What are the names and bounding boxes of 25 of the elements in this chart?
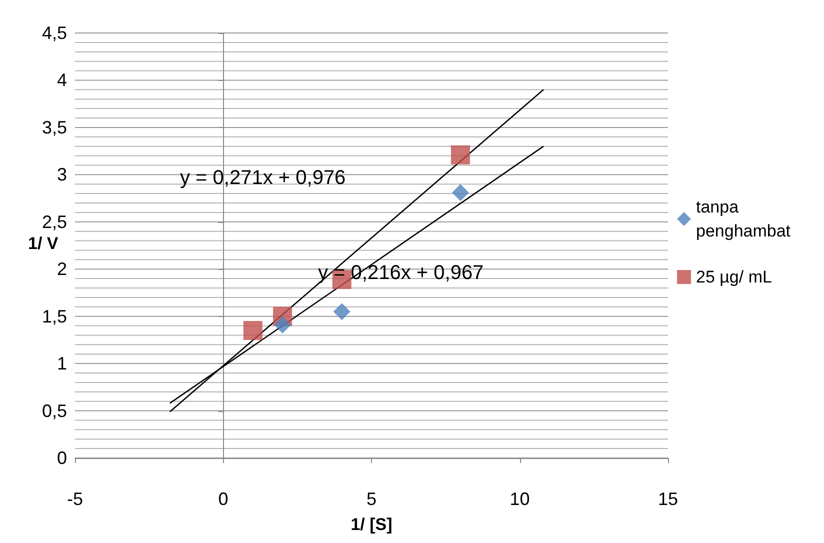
point	[450, 145, 470, 164]
y-tick-label: 2,5	[42, 212, 67, 232]
point	[452, 184, 469, 202]
y-tick-label: 2	[56, 259, 67, 280]
y-tick-label: 0,5	[42, 400, 67, 421]
x-tick-label: 5	[366, 489, 377, 509]
y-tick-label: 0	[56, 448, 67, 468]
x-tick-label: 15	[658, 489, 678, 509]
y-tick-label: 1	[56, 354, 67, 374]
y-tick-label: 3,5	[42, 117, 67, 138]
point	[333, 303, 350, 320]
x-tick-label: 10	[510, 489, 530, 509]
y-tick-label: 3	[56, 164, 67, 185]
annotation: y = 0,271x + 0,976	[180, 167, 346, 189]
y-tick-label: 4,5	[42, 23, 67, 43]
legend-label: tanpa penghambat	[696, 198, 791, 240]
x-tick-label: -5	[66, 489, 84, 509]
point	[243, 321, 262, 340]
x-axis-title: 1/ [S]	[350, 515, 392, 534]
legend-label: 25 µg/ mL	[696, 268, 772, 286]
y-tick-label: 1,5	[42, 306, 67, 326]
point	[274, 316, 292, 334]
y-axis-title: 1/ V	[28, 234, 59, 253]
x-tick-label: 0	[218, 489, 228, 509]
y-tick-label: 4	[56, 70, 67, 90]
